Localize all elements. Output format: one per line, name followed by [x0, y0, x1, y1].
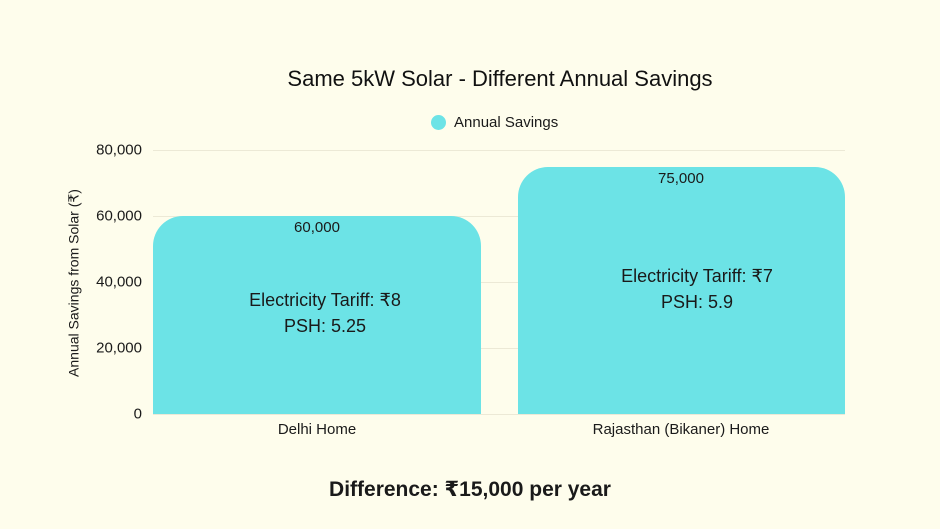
bar-annotation: Electricity Tariff: ₹7 PSH: 5.9 [621, 263, 773, 315]
tariff-text: Electricity Tariff: ₹7 [621, 266, 773, 286]
value-label: 60,000 [294, 219, 340, 236]
chart-title: Same 5kW Solar - Different Annual Saving… [287, 66, 713, 91]
legend: Annual Savings [431, 114, 558, 131]
value-label: 75,000 [658, 170, 704, 187]
legend-label: Annual Savings [454, 114, 559, 131]
y-tick: 40,000 [96, 273, 142, 291]
gridline [153, 348, 845, 349]
psh-text: PSH: 5.9 [660, 292, 734, 312]
gridline [153, 282, 845, 283]
legend-dot-icon [431, 115, 446, 130]
y-tick: 0 [133, 405, 142, 423]
tariff-text: Electricity Tariff: ₹8 [249, 290, 401, 310]
y-axis-label: Annual Savings from Solar (₹) [65, 189, 82, 377]
y-tick: 60,000 [96, 207, 142, 225]
bar-rajasthan [518, 167, 845, 414]
bar-annotation: Electricity Tariff: ₹8 PSH: 5.25 [249, 287, 401, 339]
x-tick: Delhi Home [277, 421, 357, 438]
y-tick: 80,000 [96, 141, 142, 159]
y-tick: 20,000 [96, 339, 142, 357]
gridline [153, 216, 845, 217]
baseline [153, 414, 845, 415]
x-tick: Rajasthan (Bikaner) Home [592, 421, 770, 438]
difference-caption: Difference: ₹15,000 per year [329, 478, 611, 501]
gridline [153, 150, 845, 151]
psh-text: PSH: 5.25 [283, 316, 367, 336]
bar-delhi [153, 216, 481, 414]
